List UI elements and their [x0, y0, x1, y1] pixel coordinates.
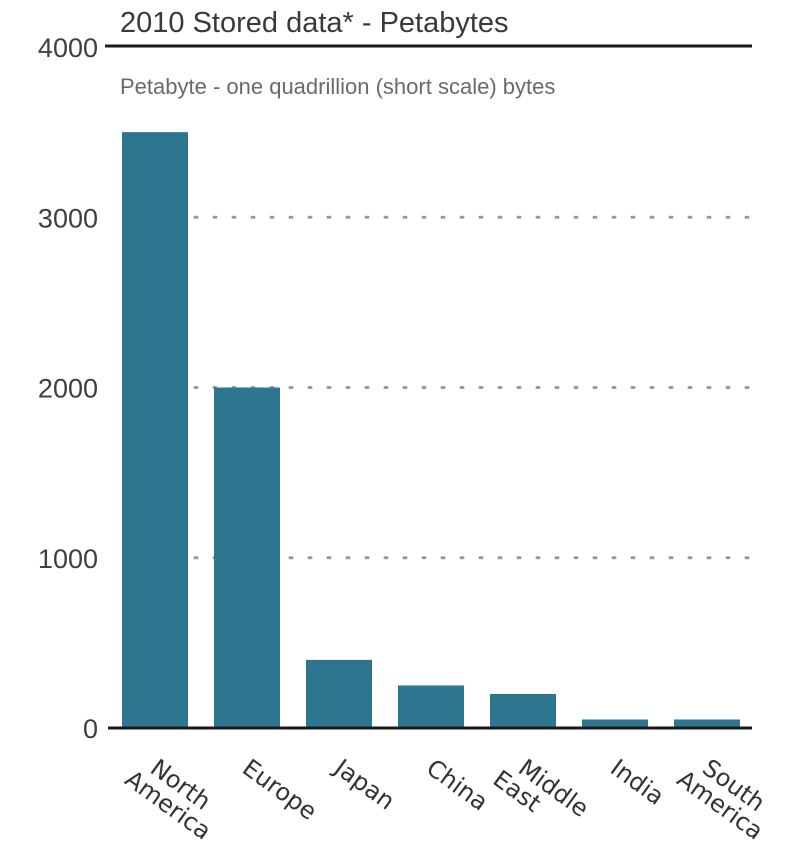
y-tick-label: 0	[83, 714, 98, 744]
x-tick-label: Japan	[328, 752, 400, 815]
x-tick-label-line: India	[605, 754, 669, 811]
y-tick-label: 3000	[38, 203, 98, 233]
x-tick-label-line: Europe	[237, 754, 322, 826]
bar	[306, 659, 372, 728]
chart-title: 2010 Stored data* - Petabytes	[120, 7, 509, 39]
y-tick-label: 2000	[38, 374, 98, 404]
y-tick-label: 4000	[38, 33, 98, 63]
bar	[582, 719, 648, 728]
bar	[214, 387, 280, 728]
bar	[490, 693, 556, 728]
x-tick-label-line: Japan	[328, 752, 400, 815]
chart-subtitle: Petabyte - one quadrillion (short scale)…	[120, 74, 555, 99]
bars	[122, 132, 740, 728]
y-axis-ticks: 0 1000 2000 3000 4000	[38, 33, 98, 744]
bar	[398, 685, 464, 728]
y-tick-label: 1000	[38, 544, 98, 574]
x-tick-label: India	[605, 754, 669, 811]
x-tick-label-line: China	[421, 754, 493, 817]
x-tick-label: China	[421, 754, 493, 817]
bar	[122, 132, 188, 728]
x-tick-label: Europe	[237, 754, 322, 826]
bar	[674, 719, 740, 728]
